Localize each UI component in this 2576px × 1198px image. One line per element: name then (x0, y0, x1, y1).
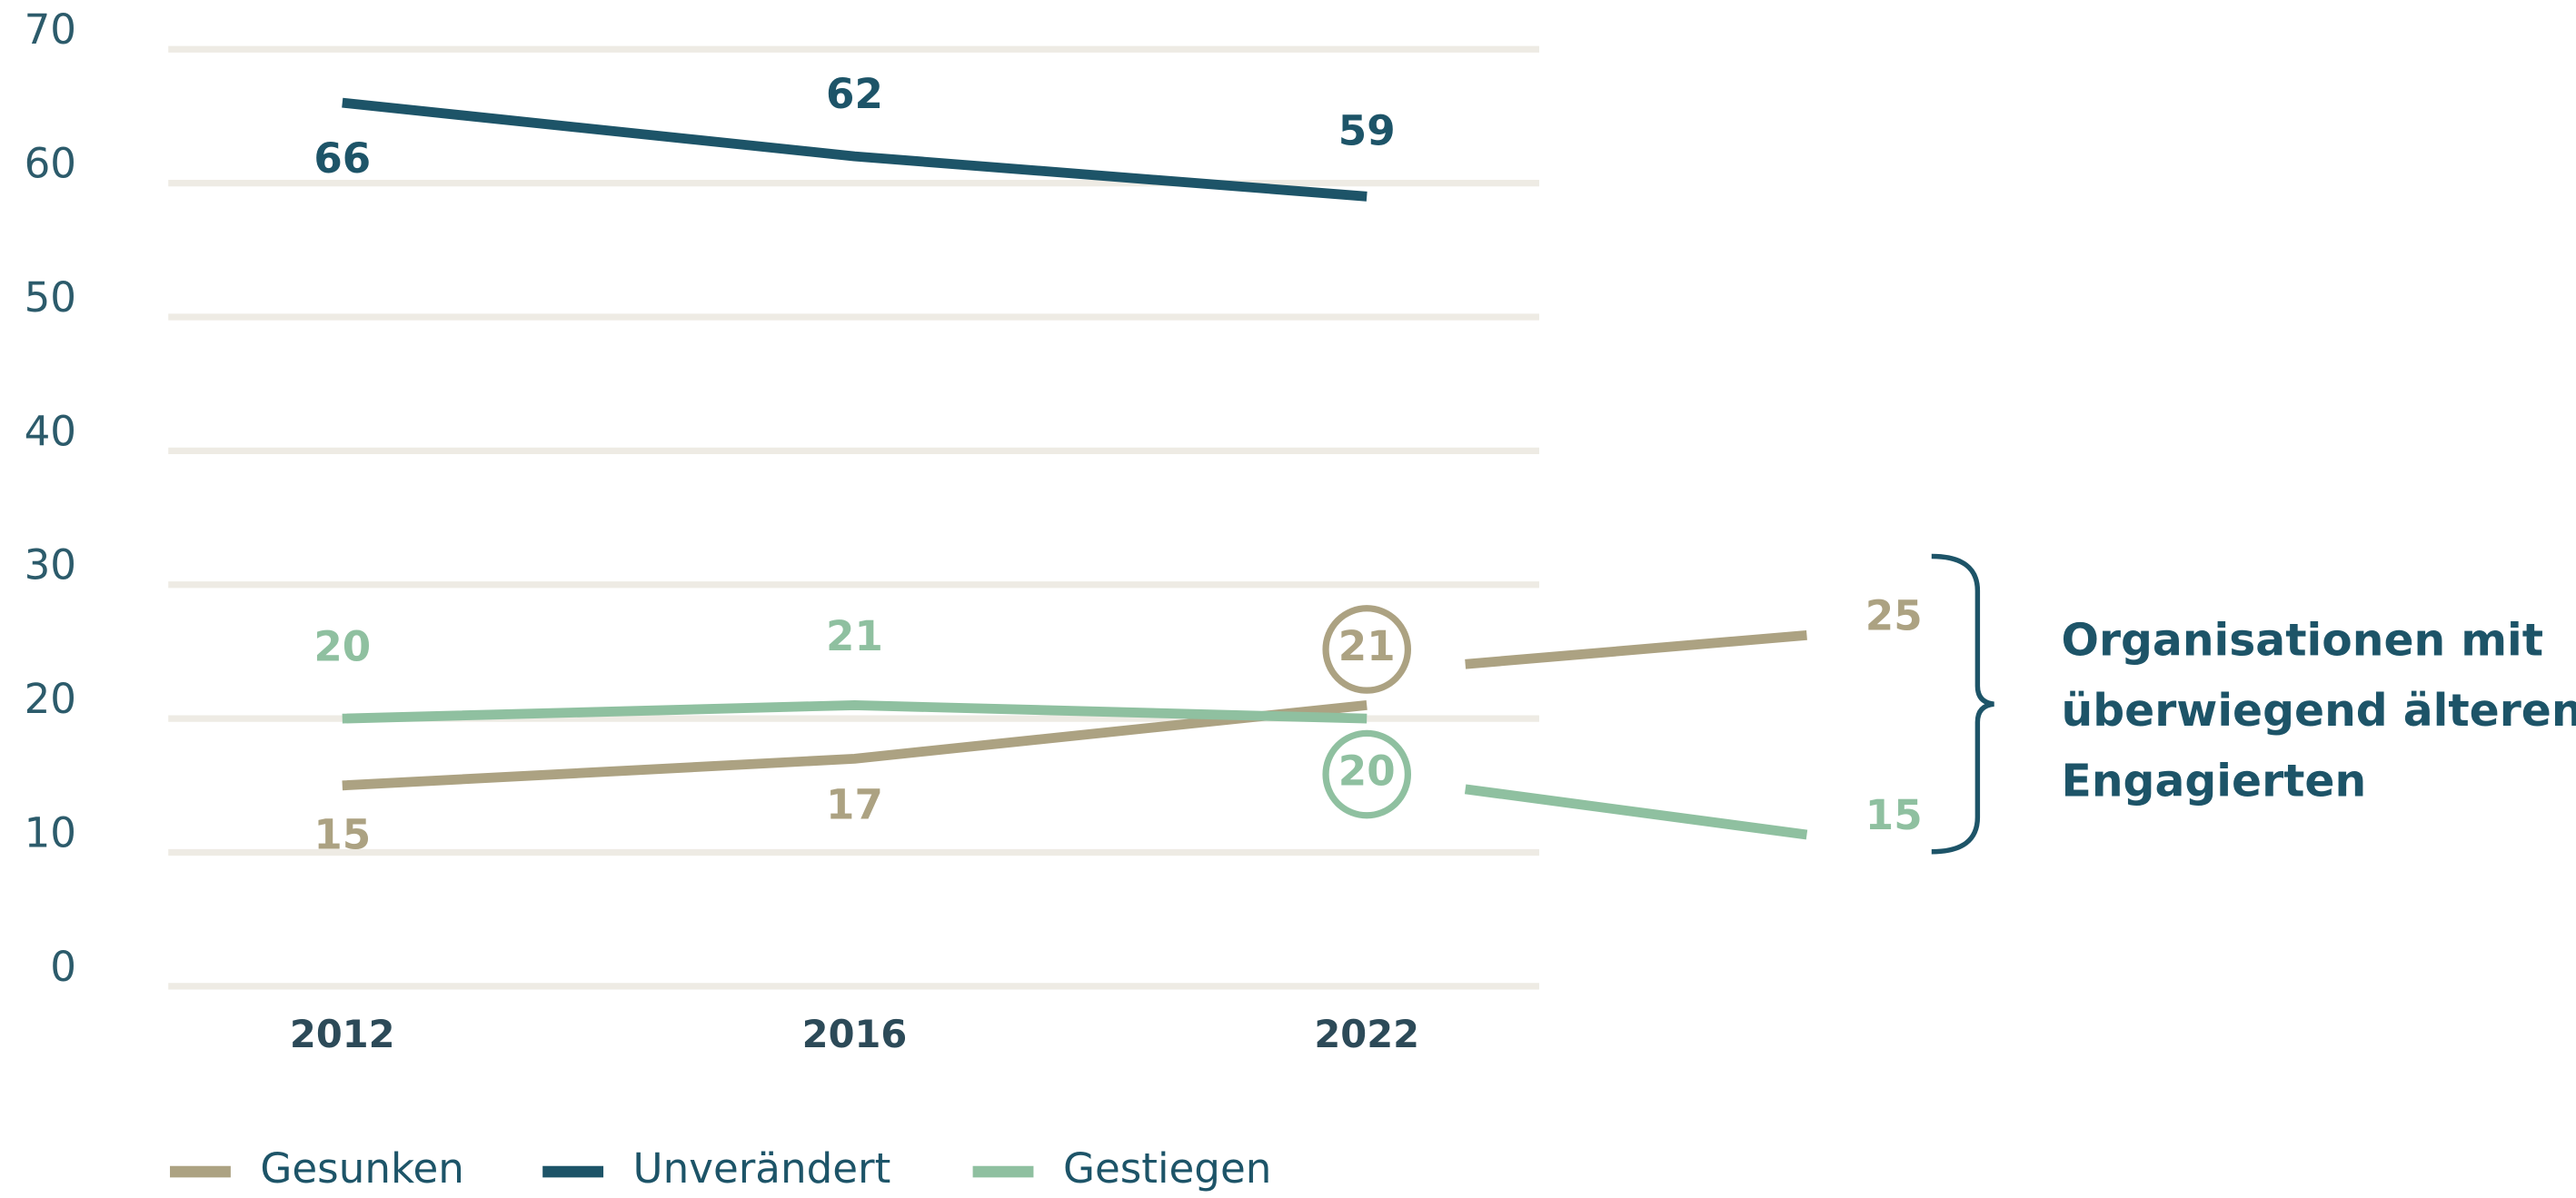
extension-label: 15 (1865, 791, 1923, 839)
data-label: 20 (1338, 748, 1396, 796)
data-label: 21 (1338, 622, 1396, 670)
line (342, 700, 1368, 791)
data-label: 59 (1338, 107, 1396, 155)
legend-label: Gestiegen (1063, 1144, 1271, 1193)
brace (1931, 553, 1994, 855)
y-tick-label: 30 (25, 541, 76, 589)
data-label: 62 (826, 70, 883, 118)
legend-label: Unverändert (633, 1144, 891, 1193)
extension-label: 25 (1865, 591, 1923, 639)
legend-label: Gesunken (260, 1144, 463, 1193)
data-label: 17 (826, 781, 883, 829)
data-label: 20 (313, 622, 371, 670)
y-tick-label: 20 (25, 675, 76, 723)
annotation: überwiegend älteren (2062, 685, 2576, 737)
extension-line (1464, 784, 1808, 840)
x-tick-label: 2016 (802, 1012, 908, 1056)
data-label: 66 (313, 134, 371, 183)
y-tick-label: 70 (25, 5, 76, 54)
y-tick-label: 50 (25, 273, 76, 322)
data-label: 21 (826, 612, 883, 660)
y-tick-label: 40 (25, 407, 76, 455)
line (342, 97, 1368, 202)
y-tick-label: 10 (25, 808, 76, 856)
data-label: 15 (313, 811, 371, 859)
line (342, 699, 1368, 724)
highlight-circle (1322, 605, 1412, 694)
y-tick-label: 60 (25, 140, 76, 188)
highlight-circle (1322, 729, 1412, 819)
annotation: Engagierten (2062, 756, 2367, 807)
annotation: Organisationen mit (2062, 614, 2544, 666)
x-tick-label: 2012 (290, 1012, 395, 1056)
extension-line (1465, 629, 1807, 669)
y-tick-label: 0 (50, 943, 76, 991)
x-tick-label: 2022 (1314, 1012, 1419, 1056)
